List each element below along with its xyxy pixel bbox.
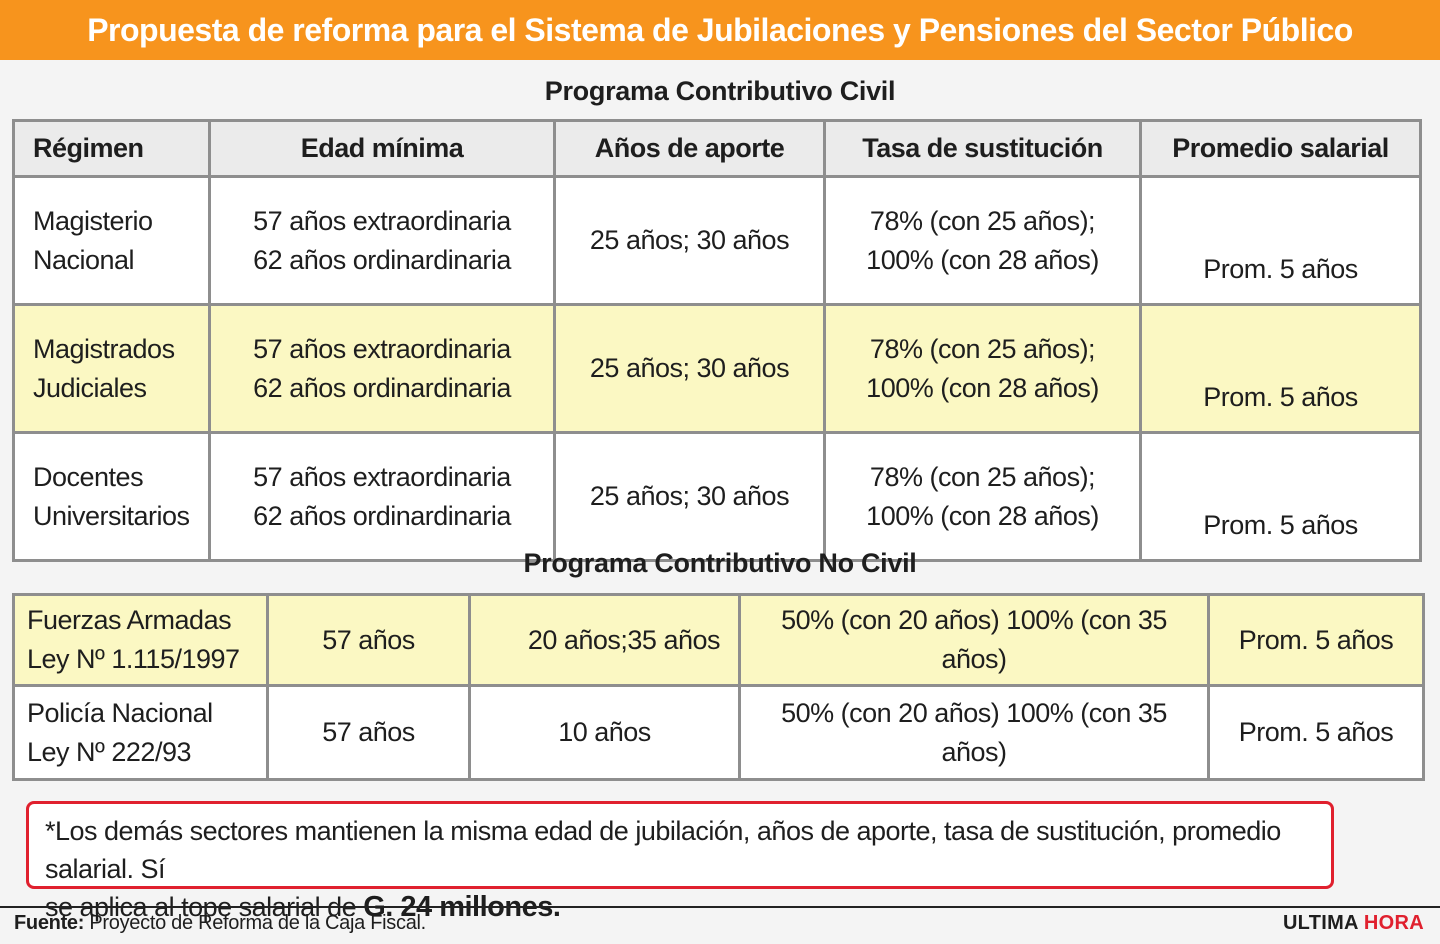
header-aporte: Años de aporte <box>553 119 826 178</box>
tasa-cell: 78% (con 25 años); 100% (con 28 años) <box>823 431 1142 562</box>
regimen-line: Universitarios <box>33 500 190 531</box>
promedio-cell: Prom. 5 años <box>1139 175 1422 306</box>
tasa-line: 100% (con 28 años) <box>866 372 1099 403</box>
edad-line: 57 años extraordinaria <box>253 205 511 236</box>
regimen-line: Judiciales <box>33 372 147 403</box>
table-row: Fuerzas Armadas Ley Nº 1.115/1997 57 años… <box>12 593 1425 687</box>
source-text: Proyecto de Reforma de la Caja Fiscal. <box>84 912 426 934</box>
note-text-line1: *Los demás sectores mantienen la misma e… <box>45 816 1281 884</box>
edad-cell: 57 años extraordinaria 62 años ordinardin… <box>208 431 556 562</box>
regimen-line: Ley Nº 222/93 <box>27 736 191 767</box>
regimen-line: Fuerzas Armadas <box>27 605 232 635</box>
edad-cell: 57 años extraordinaria 62 años ordinardin… <box>208 175 556 306</box>
aporte-cell: 25 años; 30 años <box>553 175 826 306</box>
civil-table: Régimen Edad mínima Años de aporte Tasa … <box>12 119 1422 562</box>
table-row: Docentes Universitarios 57 años extraordi… <box>12 431 1422 562</box>
civil-header-row: Régimen Edad mínima Años de aporte Tasa … <box>12 119 1422 178</box>
aporte-cell: 25 años; 30 años <box>553 431 826 562</box>
edad-cell: 57 años extraordinaria 62 años ordinardin… <box>208 303 556 434</box>
source-credit: Fuente: Proyecto de Reforma de la Caja F… <box>14 912 426 935</box>
promedio-cell: Prom. 5 años <box>1207 684 1425 781</box>
promedio-cell: Prom. 5 años <box>1207 593 1425 687</box>
regimen-line: Magisterio <box>33 205 153 236</box>
regimen-line: Ley Nº 1.115/1997 <box>27 644 240 674</box>
promedio-cell: Prom. 5 años <box>1139 431 1422 562</box>
header-tasa: Tasa de sustitución <box>823 119 1142 178</box>
tasa-cell: 50% (con 20 años) 100% (con 35 años) <box>738 684 1210 781</box>
regimen-cell: Magisterio Nacional <box>12 175 211 306</box>
edad-cell: 57 años <box>266 593 471 687</box>
nocivil-table: Fuerzas Armadas Ley Nº 1.115/1997 57 años… <box>12 593 1425 781</box>
brand-hora: HORA <box>1363 912 1424 934</box>
source-label: Fuente: <box>14 912 85 934</box>
edad-line: 62 años ordinardinaria <box>253 372 511 403</box>
regimen-line: Policía Nacional <box>27 697 213 728</box>
edad-line: 62 años ordinardinaria <box>253 244 511 275</box>
header-edad: Edad mínima <box>208 119 556 178</box>
regimen-cell: Magistrados Judiciales <box>12 303 211 434</box>
header-promedio: Promedio salarial <box>1139 119 1422 178</box>
edad-line: 57 años extraordinaria <box>253 461 511 492</box>
tasa-line: 100% (con 28 años) <box>866 244 1099 275</box>
edad-cell: 57 años <box>266 684 471 781</box>
edad-line: 57 años extraordinaria <box>253 333 511 364</box>
regimen-line: Nacional <box>33 244 135 275</box>
page-title: Propuesta de reforma para el Sistema de … <box>0 0 1440 60</box>
aporte-cell: 20 años;35 años <box>468 593 741 687</box>
nocivil-section-title: Programa Contributivo No Civil <box>523 548 917 578</box>
tasa-cell: 50% (con 20 años) 100% (con 35 años) <box>738 593 1210 687</box>
regimen-line: Docentes <box>33 461 144 492</box>
table-row: Policía Nacional Ley Nº 222/93 57 años 10… <box>12 684 1425 781</box>
header-regimen: Régimen <box>12 119 211 178</box>
tasa-line: 78% (con 25 años); <box>869 333 1096 364</box>
tasa-cell: 78% (con 25 años); 100% (con 28 años) <box>823 175 1142 306</box>
tasa-line: 78% (con 25 años); <box>869 461 1096 492</box>
footer-divider <box>0 906 1440 908</box>
brand-logo: ULTIMA HORA <box>1283 912 1424 935</box>
regimen-cell: Policía Nacional Ley Nº 222/93 <box>12 684 269 781</box>
aporte-cell: 25 años; 30 años <box>553 303 826 434</box>
table-row: Magistrados Judiciales 57 años extraordin… <box>12 303 1422 434</box>
note-box: *Los demás sectores mantienen la misma e… <box>26 801 1334 923</box>
regimen-line: Magistrados <box>33 333 175 364</box>
civil-section-title: Programa Contributivo Civil <box>544 76 896 106</box>
brand-ultima: ULTIMA <box>1282 912 1364 934</box>
regimen-cell: Docentes Universitarios <box>12 431 211 562</box>
edad-line: 62 años ordinardinaria <box>253 500 511 531</box>
table-row: Magisterio Nacional 57 años extraordinari… <box>12 175 1422 306</box>
tasa-cell: 78% (con 25 años); 100% (con 28 años) <box>823 303 1142 434</box>
aporte-cell: 10 años <box>468 684 741 781</box>
tasa-line: 78% (con 25 años); <box>869 205 1096 236</box>
promedio-cell: Prom. 5 años <box>1139 303 1422 434</box>
tasa-line: 100% (con 28 años) <box>866 500 1099 531</box>
regimen-cell: Fuerzas Armadas Ley Nº 1.115/1997 <box>12 593 269 687</box>
